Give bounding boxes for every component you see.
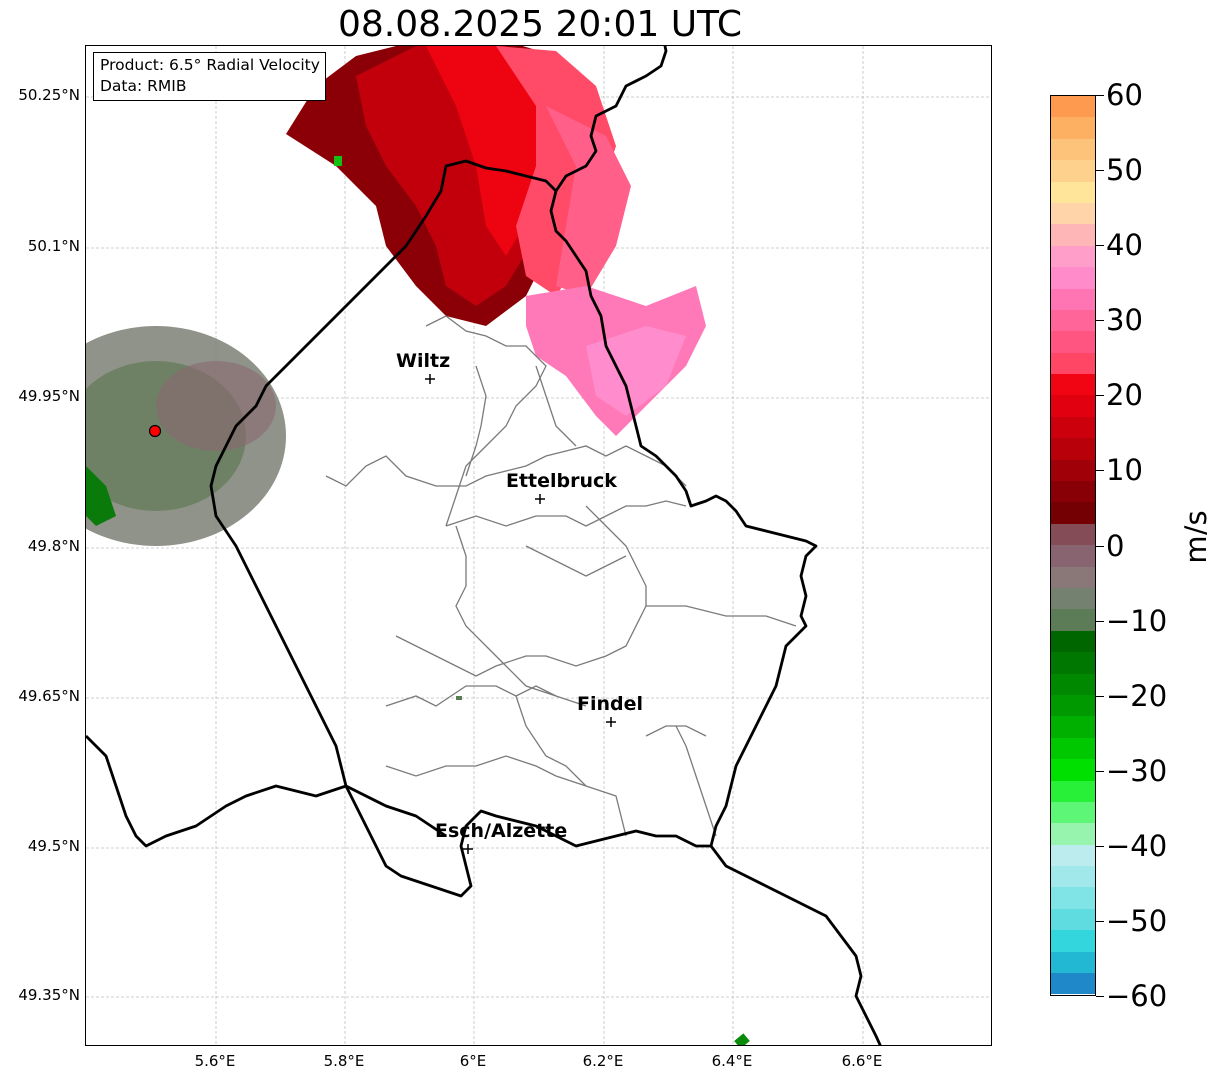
colorbar-segment	[1051, 587, 1095, 610]
colorbar-tick-label: 30	[1106, 303, 1143, 338]
lat-tick: 49.8°N	[27, 537, 80, 555]
colorbar-segment	[1051, 352, 1095, 375]
colorbar-tick-mark	[1096, 545, 1104, 547]
colorbar-segment	[1051, 331, 1095, 353]
colorbar-tick-mark	[1096, 695, 1104, 697]
colorbar-segment	[1051, 908, 1095, 931]
data-source-label: Data: RMIB	[100, 77, 187, 95]
product-info-box: Product: 6.5° Radial Velocity Data: RMIB	[93, 52, 326, 101]
lat-tick: 49.95°N	[18, 387, 80, 405]
colorbar-segment	[1051, 181, 1095, 203]
colorbar-tick-label: 10	[1106, 453, 1143, 488]
city-label-findel: Findel	[577, 693, 644, 715]
product-label: Product: 6.5° Radial Velocity	[100, 56, 320, 74]
colorbar-segment	[1051, 609, 1095, 631]
colorbar-segment	[1051, 930, 1095, 952]
colorbar-segment	[1051, 823, 1095, 845]
colorbar-tick-label: −50	[1106, 903, 1168, 938]
lon-tick: 6.6°E	[841, 1052, 883, 1070]
colorbar-segment	[1051, 759, 1095, 781]
colorbar-tick-label: −40	[1106, 828, 1168, 863]
colorbar-tick-label: −60	[1106, 979, 1168, 1013]
colorbar-segment	[1051, 138, 1095, 161]
colorbar-segment	[1051, 973, 1095, 995]
colorbar-unit: m/s	[1179, 510, 1207, 564]
radar-map[interactable]	[85, 45, 992, 1046]
district-boundaries	[325, 315, 797, 837]
colorbar-segment	[1051, 438, 1095, 460]
colorbar-segment	[1051, 545, 1095, 567]
radar-echoes	[86, 46, 750, 1045]
colorbar-tick-mark	[1096, 770, 1104, 772]
lat-tick: 49.65°N	[18, 687, 80, 705]
colorbar-tick-mark	[1096, 620, 1104, 622]
colorbar-segment	[1051, 224, 1095, 246]
lat-tick: 49.5°N	[27, 837, 80, 855]
colorbar-segment	[1051, 652, 1095, 674]
lon-tick: 6.2°E	[582, 1052, 624, 1070]
lon-tick: 6.4°E	[711, 1052, 753, 1070]
colorbar-tick-mark	[1096, 920, 1104, 922]
colorbar-segment	[1051, 566, 1095, 588]
colorbar-segment	[1051, 630, 1095, 653]
city-label-esch: Esch/Alzette	[435, 820, 568, 842]
colorbar-segment	[1051, 502, 1095, 524]
city-label-ettelbruck: Ettelbruck	[506, 470, 617, 492]
national-borders	[86, 46, 882, 1045]
colorbar-segment	[1051, 523, 1095, 546]
colorbar-segment	[1051, 481, 1095, 503]
colorbar-segment	[1051, 716, 1095, 738]
colorbar-segment	[1051, 694, 1095, 717]
colorbar-tick-mark	[1096, 996, 1104, 997]
colorbar-segment	[1051, 951, 1095, 974]
colorbar-tick-mark	[1096, 95, 1104, 96]
colorbar-segment	[1051, 267, 1095, 289]
colorbar-tick-label: −20	[1106, 678, 1168, 713]
city-label-wiltz: Wiltz	[396, 350, 451, 372]
lon-tick: 6°E	[459, 1052, 487, 1070]
lat-tick: 50.1°N	[27, 237, 80, 255]
colorbar-segment	[1051, 737, 1095, 760]
colorbar	[1050, 95, 1096, 996]
colorbar-segment	[1051, 780, 1095, 802]
lon-tick: 5.6°E	[194, 1052, 236, 1070]
colorbar-tick-label: 20	[1106, 378, 1143, 413]
colorbar-segment	[1051, 416, 1095, 439]
colorbar-segment	[1051, 887, 1095, 909]
colorbar-segment	[1051, 801, 1095, 824]
colorbar-segment	[1051, 245, 1095, 268]
colorbar-segment	[1051, 309, 1095, 332]
colorbar-segment	[1051, 395, 1095, 417]
map-title: 08.08.2025 20:01 UTC	[337, 4, 743, 45]
colorbar-segment	[1051, 202, 1095, 225]
radar-site-marker	[148, 424, 162, 438]
map-canvas	[86, 46, 991, 1045]
lat-tick: 50.25°N	[18, 86, 80, 104]
lat-tick: 49.35°N	[18, 986, 80, 1004]
lon-tick: 5.8°E	[323, 1052, 365, 1070]
colorbar-tick-label: 0	[1106, 528, 1125, 563]
colorbar-segment	[1051, 844, 1095, 867]
colorbar-tick-label: 50	[1106, 153, 1143, 188]
colorbar-segment	[1051, 96, 1095, 118]
colorbar-tick-mark	[1096, 245, 1104, 247]
colorbar-tick-label: 40	[1106, 228, 1143, 263]
colorbar-tick-mark	[1096, 845, 1104, 847]
colorbar-segment	[1051, 673, 1095, 695]
colorbar-segment	[1051, 117, 1095, 139]
colorbar-segment	[1051, 374, 1095, 396]
colorbar-segment	[1051, 288, 1095, 310]
colorbar-tick-label: −30	[1106, 753, 1168, 788]
colorbar-tick-mark	[1096, 320, 1104, 322]
city-markers	[425, 374, 616, 854]
colorbar-segment	[1051, 866, 1095, 888]
colorbar-tick-mark	[1096, 395, 1104, 397]
colorbar-segment	[1051, 459, 1095, 482]
colorbar-segment	[1051, 160, 1095, 182]
colorbar-tick-label: 60	[1106, 78, 1143, 112]
colorbar-tick-mark	[1096, 170, 1104, 172]
colorbar-tick-label: −10	[1106, 603, 1168, 638]
colorbar-tick-mark	[1096, 470, 1104, 472]
